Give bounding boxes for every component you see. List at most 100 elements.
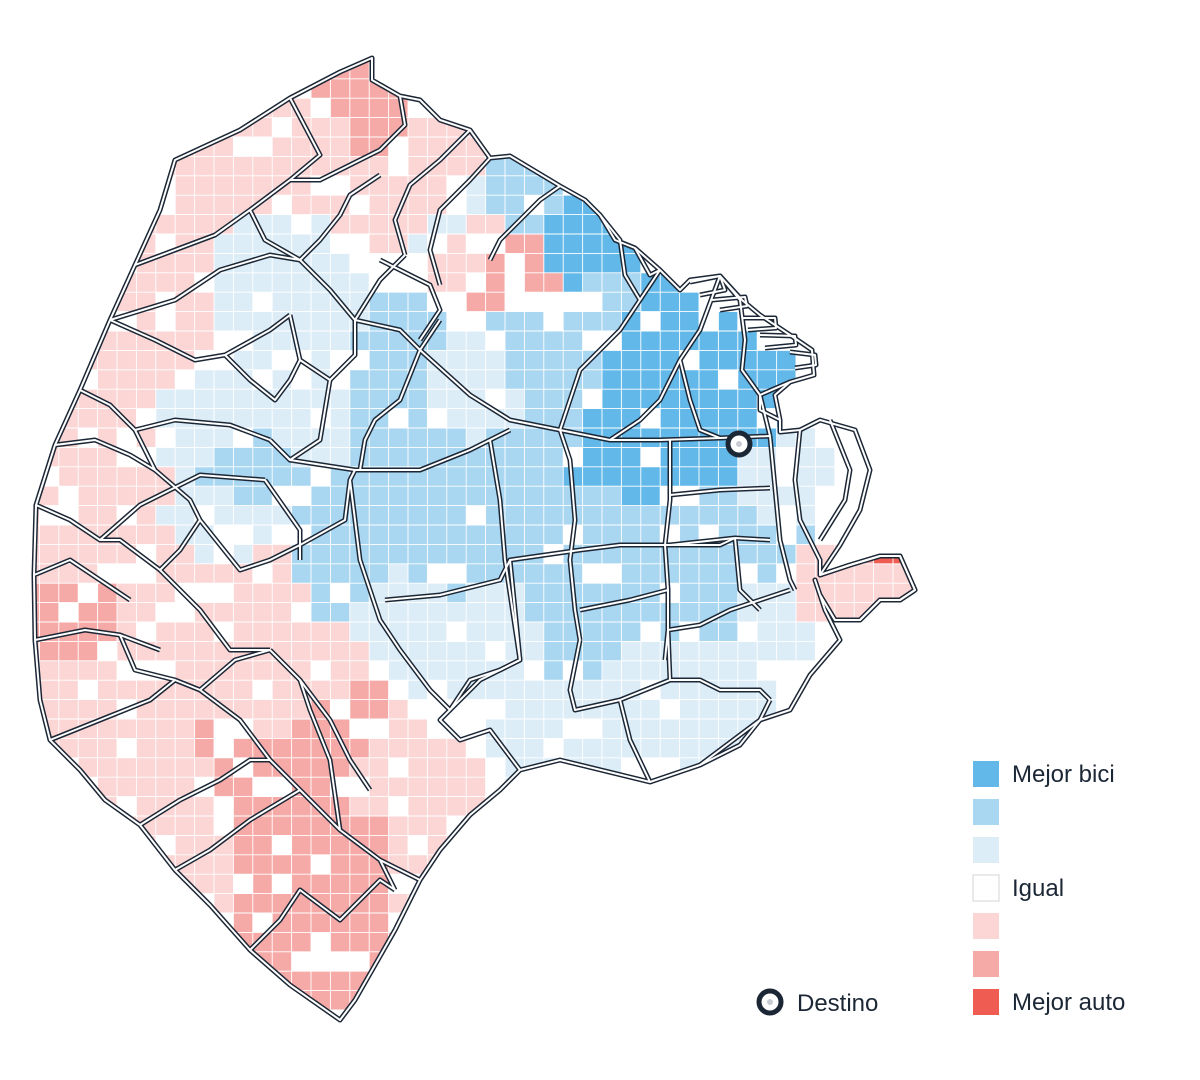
grid-cell [58,583,79,603]
grid-cell [485,835,505,855]
grid-cell [408,563,428,584]
grid-cell [155,253,176,273]
grid-cell [194,757,214,778]
grid-cell [311,505,331,525]
grid-cell [543,563,564,584]
grid-cell [175,447,195,467]
grid-cell [155,137,176,157]
grid-cell [291,738,311,758]
grid-cell [233,738,253,758]
grid-cell [543,660,564,681]
grid-cell [524,525,544,545]
grid-cell [194,447,214,467]
grid-cell [233,854,253,875]
grid-cell [408,486,428,506]
grid-cell [543,505,564,525]
grid-cell [543,408,564,428]
grid-cell [136,796,156,816]
grid-cell [466,622,486,642]
grid-cell [582,622,602,642]
grid-cell [718,505,738,525]
grid-cell [408,214,428,234]
grid-cell [640,369,661,390]
grid-cell [524,602,544,622]
grid-cell [796,544,816,564]
grid-cell [621,369,641,390]
grid-cell [524,641,544,661]
grid-cell [175,757,195,778]
grid-cell [330,854,350,875]
grid-cell [194,622,214,642]
grid-cell [369,234,389,254]
grid-cell [505,486,525,506]
grid-cell [640,466,661,487]
grid-cell [446,408,467,428]
grid-cell [311,195,331,215]
grid-cell [97,466,117,487]
boundary-line-inner [79,389,136,431]
grid-cell [117,214,137,234]
grid-cell [97,738,117,758]
grid-cell [427,137,447,157]
grid-cell [466,214,486,234]
grid-cell [175,156,195,176]
grid-cell [233,234,253,254]
grid-cell [427,874,447,894]
grid-cell [272,757,292,778]
legend-swatch [973,989,999,1015]
grid-cell [194,719,214,739]
grid-cell [330,389,350,409]
grid-cell [718,311,738,331]
grid-cell [252,486,273,506]
grid-cell [78,408,98,428]
grid-cell [621,602,641,622]
grid-cell [679,641,699,661]
grid-cell [796,466,816,487]
grid-cell [252,816,273,836]
grid-cell [369,486,389,506]
grid-cell [737,389,758,409]
grid-cell [136,350,156,370]
grid-cell [194,214,214,234]
boundary-line-inner [679,359,721,439]
grid-cell [543,719,564,739]
grid-cell [679,583,699,603]
grid-cell [272,680,292,700]
grid-cell [311,253,331,273]
grid-cell [776,641,796,661]
grid-cell [233,777,253,797]
grid-cell [369,214,389,234]
grid-cell [408,719,428,739]
boundary-line-inner [35,474,266,541]
grid-cell [640,350,661,370]
grid-cell [602,389,622,409]
grid-cell [543,389,564,409]
grid-cell [117,835,137,855]
grid-cell [446,757,467,778]
grid-cell [39,796,59,816]
boundary-line-inner [379,259,441,341]
grid-cell [369,990,389,1010]
grid-cell [330,253,350,273]
boundary-line-inner [489,185,561,261]
grid-cell [737,466,758,487]
grid-cell [524,505,544,525]
grid-cell [330,428,350,448]
grid-cell [78,544,98,564]
grid-cell [640,699,661,719]
grid-cell [194,854,214,875]
grid-cell [369,369,389,390]
grid-cell [524,272,544,293]
grid-cell [136,505,156,525]
grid-cell [136,369,156,390]
grid-cell [834,583,855,603]
grid-cell [272,854,292,875]
grid-cell [796,602,816,622]
grid-cell [466,292,486,312]
grid-cell [117,466,137,487]
grid-cell [679,525,699,545]
grid-cell [194,486,214,506]
grid-cell [252,350,273,370]
grid-cell [349,214,370,234]
grid-cell [582,505,602,525]
